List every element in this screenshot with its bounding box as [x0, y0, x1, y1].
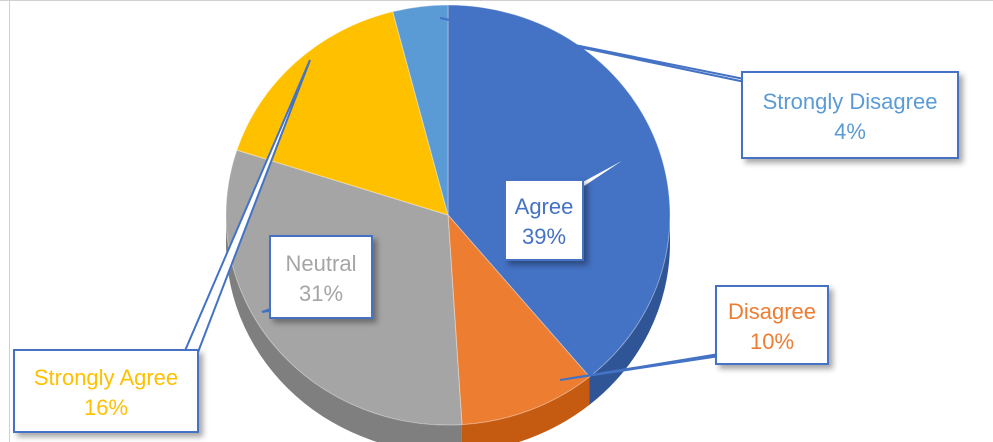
data-label-box-strongly-disagree [741, 71, 959, 159]
data-label-name-strongly-agree: Strongly Agree [34, 365, 178, 390]
data-label-box-neutral [269, 235, 373, 319]
data-label-strongly-agree: Strongly Agree 16% [13, 349, 199, 433]
data-label-value-disagree: 10% [750, 329, 794, 354]
data-label-strongly-disagree: Strongly Disagree 4% [741, 71, 959, 159]
data-label-value-neutral: 31% [299, 281, 343, 306]
pie-side-neutral [226, 215, 462, 442]
chart-frame-top [0, 0, 993, 1]
pie-slice-strongly-disagree [392, 4, 449, 216]
data-label-value-agree: 39% [522, 224, 566, 249]
data-label-value-strongly-disagree: 4% [834, 119, 866, 144]
data-label-disagree: Disagree 10% [715, 285, 829, 365]
pie-slice-disagree [447, 213, 591, 426]
data-label-box-agree [504, 179, 584, 261]
chart-frame-left [9, 0, 10, 442]
pie-side-disagree [461, 376, 590, 442]
data-label-box-disagree [715, 285, 829, 365]
data-label-name-strongly-disagree: Strongly Disagree [763, 89, 938, 114]
data-label-neutral: Neutral 31% [269, 235, 373, 319]
pie-slice-strongly-agree [236, 10, 449, 216]
data-label-agree: Agree 39% [504, 179, 584, 261]
data-label-name-disagree: Disagree [728, 299, 816, 324]
pie-side-agree [589, 215, 670, 405]
data-label-name-agree: Agree [515, 194, 574, 219]
data-label-name-neutral: Neutral [286, 251, 357, 276]
data-label-box-strongly-agree [13, 349, 199, 433]
data-label-value-strongly-agree: 16% [84, 395, 128, 420]
